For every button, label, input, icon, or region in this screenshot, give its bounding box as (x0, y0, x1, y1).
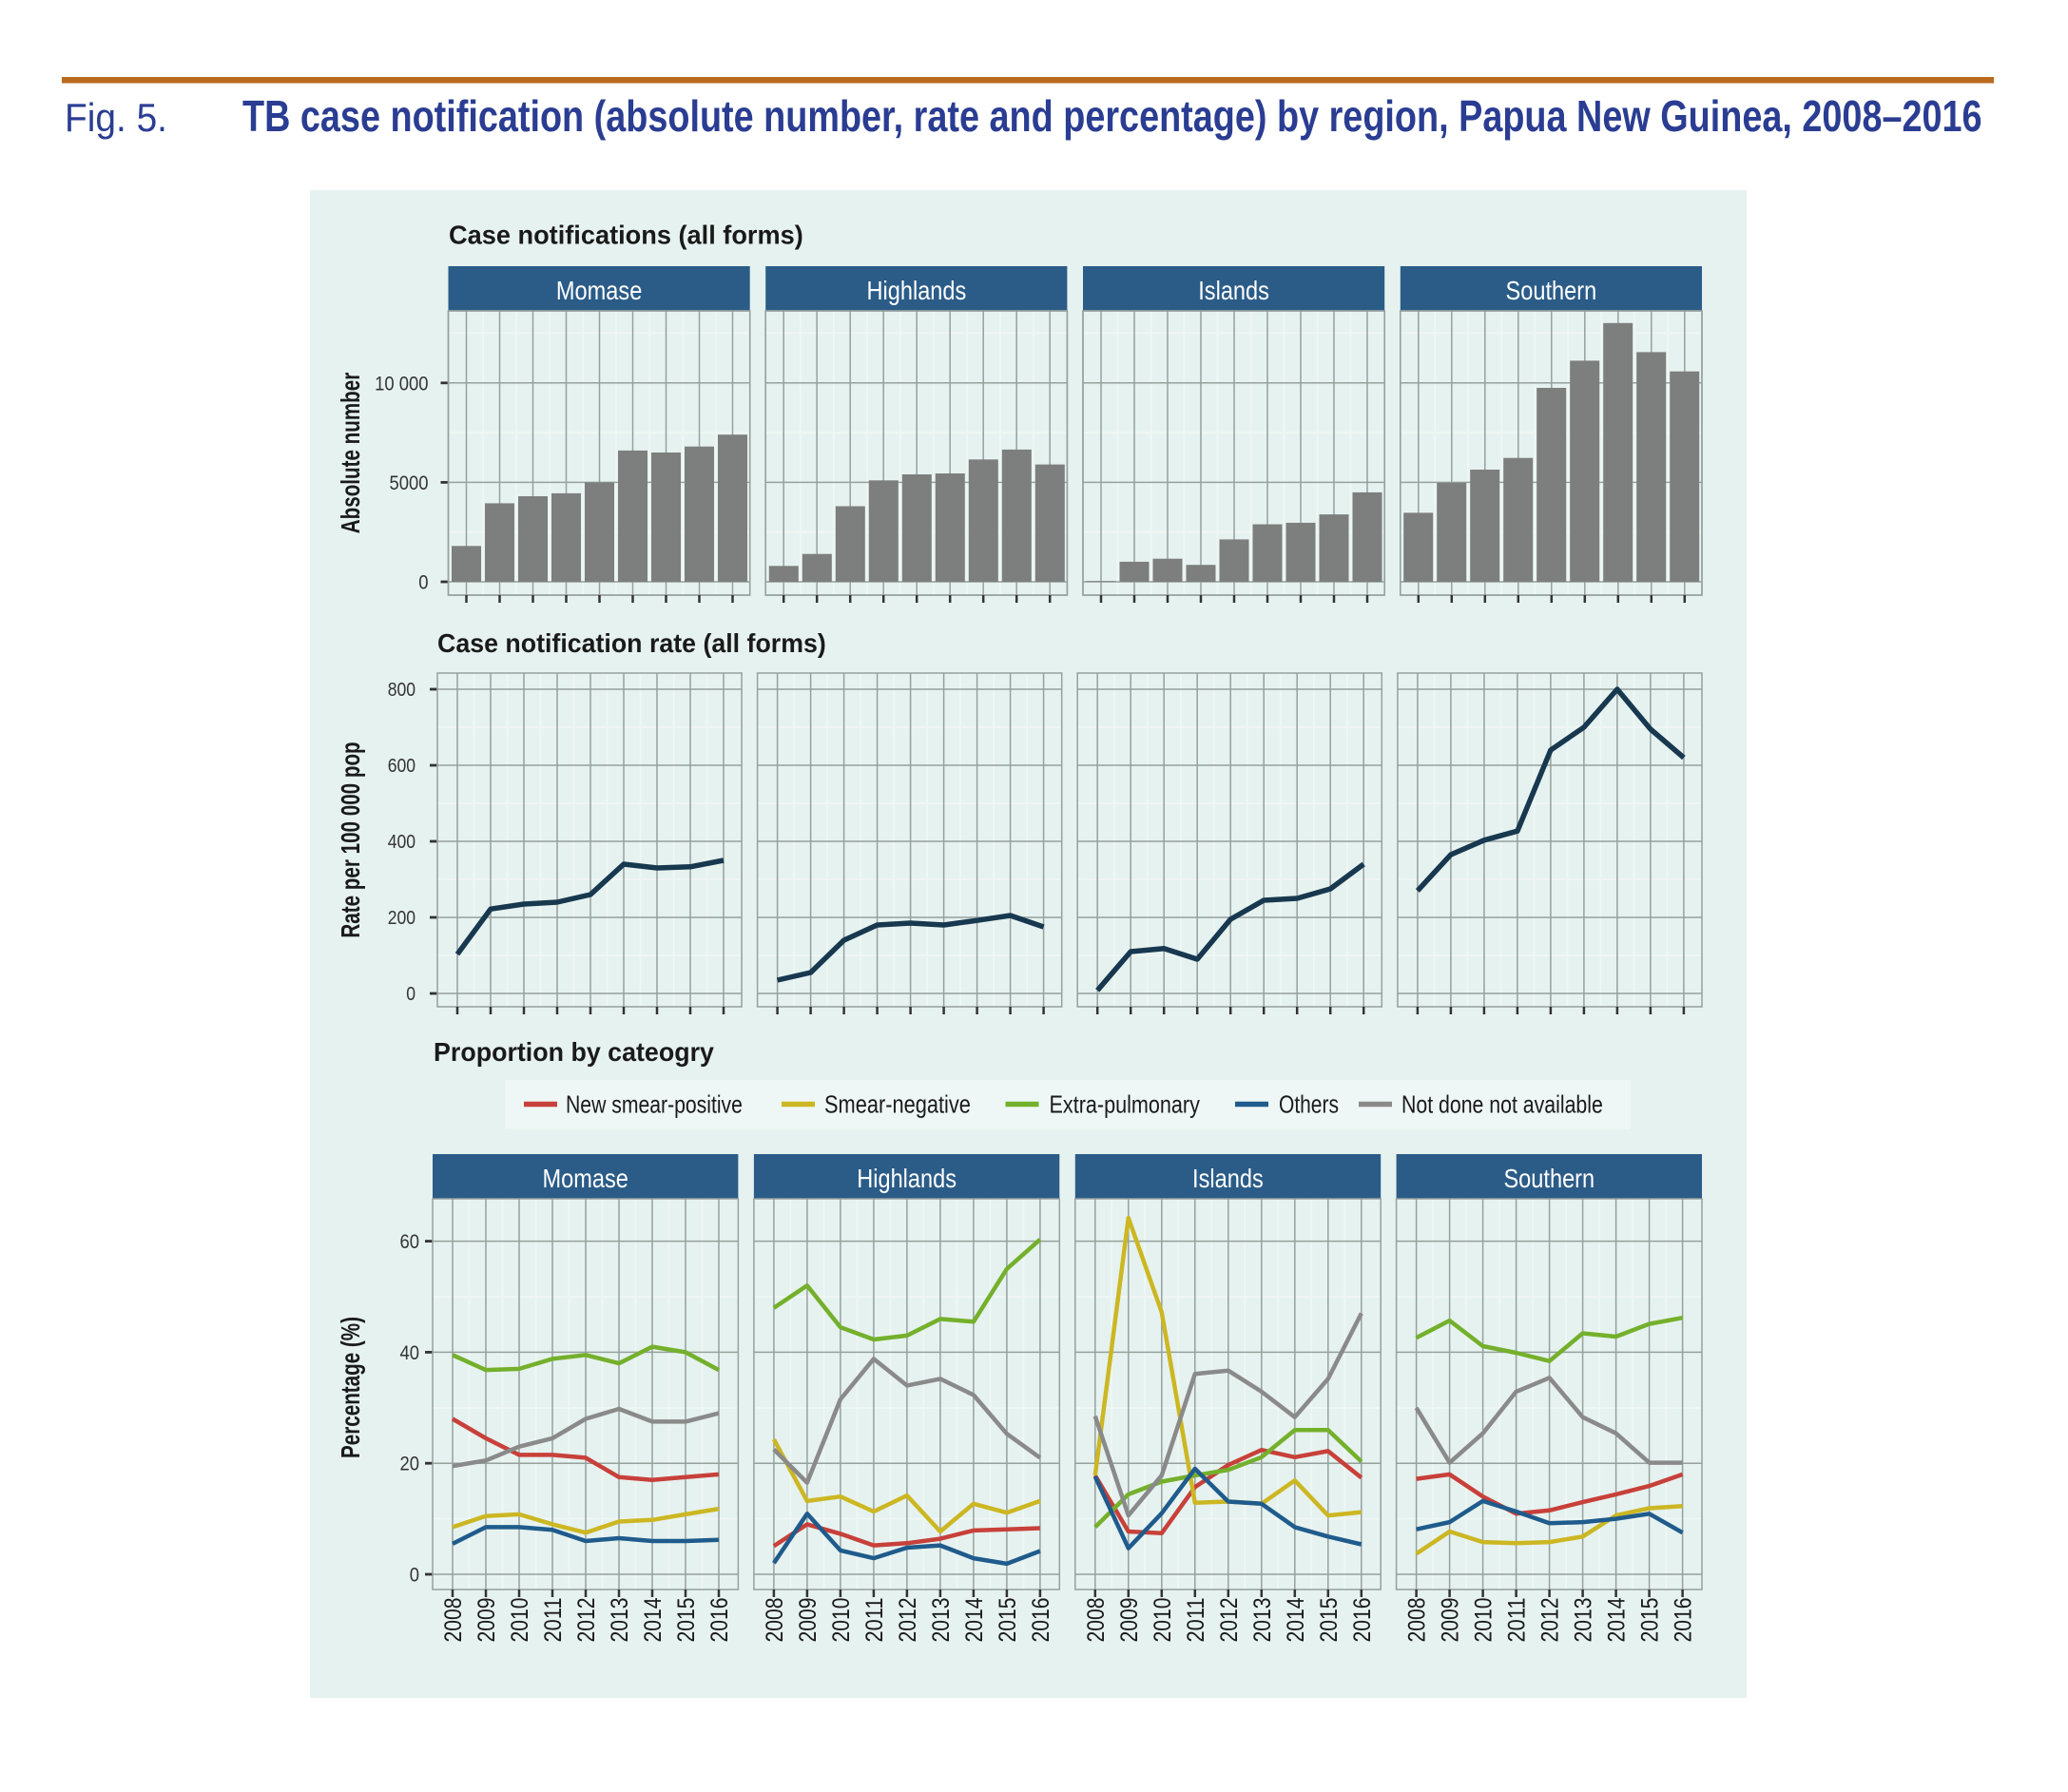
svg-text:Momase: Momase (543, 1165, 628, 1193)
svg-text:2015: 2015 (994, 1598, 1020, 1643)
svg-text:Case notifications (all forms): Case notifications (all forms) (449, 220, 803, 249)
svg-text:10 000: 10 000 (375, 373, 428, 395)
svg-text:2014: 2014 (960, 1597, 987, 1642)
svg-text:2013: 2013 (1248, 1598, 1275, 1643)
svg-text:Highlands: Highlands (867, 277, 967, 305)
svg-text:TB case notification (absolute: TB case notification (absolute number, r… (242, 91, 1982, 140)
svg-text:2008: 2008 (761, 1598, 787, 1643)
svg-text:2011: 2011 (1182, 1598, 1208, 1643)
svg-text:5000: 5000 (390, 472, 429, 494)
svg-text:2016: 2016 (1670, 1598, 1696, 1643)
svg-text:Case notification rate (all fo: Case notification rate (all forms) (437, 627, 826, 658)
svg-text:2010: 2010 (1149, 1598, 1175, 1643)
svg-text:Smear-negative: Smear-negative (824, 1091, 971, 1119)
svg-text:Islands: Islands (1192, 1165, 1264, 1193)
svg-text:Extra-pulmonary: Extra-pulmonary (1050, 1091, 1200, 1119)
svg-text:40: 40 (400, 1342, 420, 1364)
svg-text:Highlands: Highlands (857, 1165, 957, 1193)
svg-text:2015: 2015 (1315, 1598, 1342, 1643)
svg-text:800: 800 (388, 679, 416, 700)
svg-text:2012: 2012 (572, 1598, 599, 1643)
svg-text:2015: 2015 (1636, 1598, 1663, 1643)
svg-text:2012: 2012 (1215, 1598, 1242, 1643)
svg-text:Not done not available: Not done not available (1401, 1091, 1603, 1120)
svg-text:Islands: Islands (1198, 277, 1269, 305)
svg-text:2011: 2011 (540, 1598, 567, 1643)
svg-text:Percentage (%): Percentage (%) (337, 1317, 366, 1458)
svg-text:Momase: Momase (556, 277, 642, 305)
svg-text:Others: Others (1279, 1091, 1339, 1119)
svg-text:0: 0 (406, 983, 416, 1004)
svg-text:2014: 2014 (639, 1597, 666, 1642)
svg-text:2009: 2009 (1115, 1598, 1142, 1643)
svg-text:Rate per 100 000 pop: Rate per 100 000 pop (337, 742, 366, 937)
svg-text:Southern: Southern (1503, 1165, 1594, 1193)
svg-text:2015: 2015 (672, 1598, 699, 1643)
svg-text:400: 400 (388, 831, 416, 852)
svg-text:2014: 2014 (1282, 1597, 1308, 1642)
svg-text:2010: 2010 (506, 1598, 532, 1643)
svg-text:2010: 2010 (1470, 1598, 1497, 1643)
svg-text:0: 0 (410, 1564, 419, 1586)
svg-text:2013: 2013 (927, 1598, 954, 1643)
svg-text:2011: 2011 (1503, 1598, 1530, 1643)
svg-text:2009: 2009 (794, 1598, 821, 1643)
svg-text:2009: 2009 (473, 1598, 499, 1643)
svg-text:2008: 2008 (1082, 1598, 1109, 1643)
svg-text:2016: 2016 (1027, 1598, 1053, 1643)
svg-text:Fig. 5.: Fig. 5. (65, 95, 167, 141)
svg-text:2008: 2008 (439, 1598, 466, 1643)
svg-text:60: 60 (400, 1231, 420, 1253)
svg-text:200: 200 (388, 907, 416, 928)
svg-text:Absolute number: Absolute number (337, 372, 366, 533)
svg-text:2016: 2016 (705, 1598, 732, 1643)
svg-text:2010: 2010 (827, 1598, 854, 1643)
svg-text:2013: 2013 (1570, 1598, 1596, 1643)
svg-text:2016: 2016 (1348, 1598, 1375, 1643)
svg-text:New smear-positive: New smear-positive (566, 1092, 743, 1120)
svg-text:2013: 2013 (606, 1598, 632, 1643)
svg-text:0: 0 (418, 571, 428, 593)
svg-text:2012: 2012 (1537, 1598, 1563, 1643)
svg-text:Southern: Southern (1506, 277, 1597, 305)
svg-text:Proportion by cateogry: Proportion by cateogry (434, 1036, 715, 1067)
svg-text:2008: 2008 (1403, 1598, 1430, 1643)
svg-text:2011: 2011 (861, 1598, 888, 1643)
svg-text:2012: 2012 (894, 1598, 920, 1643)
svg-text:2009: 2009 (1437, 1598, 1463, 1643)
svg-text:2014: 2014 (1603, 1597, 1630, 1642)
svg-text:600: 600 (388, 755, 416, 776)
svg-text:20: 20 (400, 1454, 420, 1475)
